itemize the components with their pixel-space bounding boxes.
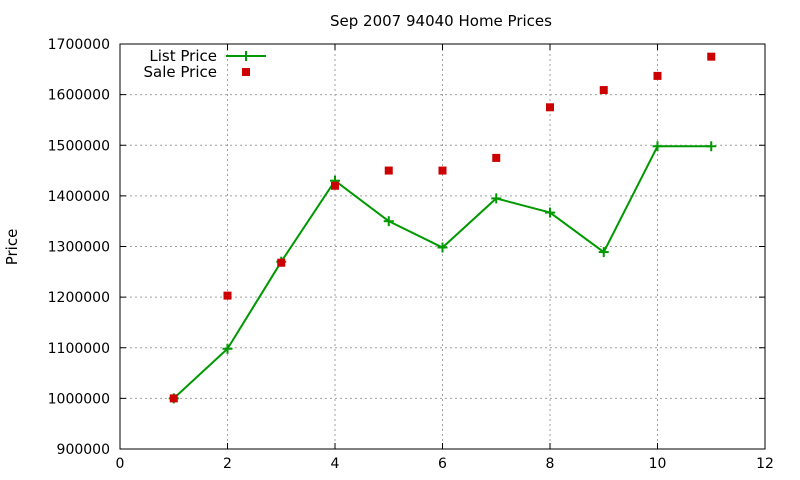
sale-price-point (384, 166, 393, 175)
y-tick-label: 1000000 (48, 391, 110, 407)
sale-price-point (331, 181, 339, 190)
x-tick-label: 8 (546, 456, 555, 472)
list-price-point (598, 247, 609, 258)
list-price-point (706, 141, 717, 152)
y-tick-label: 1500000 (48, 138, 110, 154)
list-price-point (222, 343, 233, 354)
sale-price-point (707, 52, 716, 61)
list-price-point (652, 141, 663, 152)
sale-price-point (223, 291, 232, 300)
y-tick-label: 900000 (57, 442, 110, 458)
sale-price-point (277, 258, 286, 267)
sale-price-point (546, 103, 554, 112)
sale-price-point (492, 153, 501, 162)
x-tick-label: 6 (438, 456, 447, 472)
legend-swatch-cross (241, 51, 251, 61)
y-tick-label: 1700000 (48, 37, 110, 53)
list-price-point (437, 242, 448, 253)
sale-price-series (169, 52, 716, 403)
series-layer (168, 52, 717, 404)
x-tick-label: 10 (649, 456, 667, 472)
y-tick-label: 1100000 (48, 341, 110, 357)
y-tick-label: 1600000 (48, 88, 110, 104)
list-price-point (491, 193, 502, 204)
sale-price-point (653, 71, 662, 80)
list-price-point (383, 216, 394, 227)
x-tick-label: 12 (756, 456, 774, 472)
sale-price-point (169, 394, 178, 403)
sale-price-point (599, 86, 608, 95)
x-tick-label: 0 (116, 456, 125, 472)
x-tick-label: 4 (331, 456, 340, 472)
sale-price-point (438, 166, 447, 175)
list-price-point (545, 207, 555, 218)
x-tick-label: 2 (223, 456, 232, 472)
y-tick-label: 1300000 (48, 240, 110, 256)
legend-label-sale-price: Sale Price (144, 63, 217, 81)
y-tick-label: 1400000 (48, 189, 110, 205)
legend-swatch-square (242, 68, 250, 76)
chart-title: Sep 2007 94040 Home Prices (330, 12, 552, 30)
y-tick-label: 1200000 (48, 290, 110, 306)
axis-ticks: 0 2 4 6 8 10 12 900000 1000000 1100000 1200000 1300… (48, 37, 774, 472)
y-axis-label: Price (3, 229, 21, 266)
legend-label-list-price: List Price (149, 47, 217, 65)
